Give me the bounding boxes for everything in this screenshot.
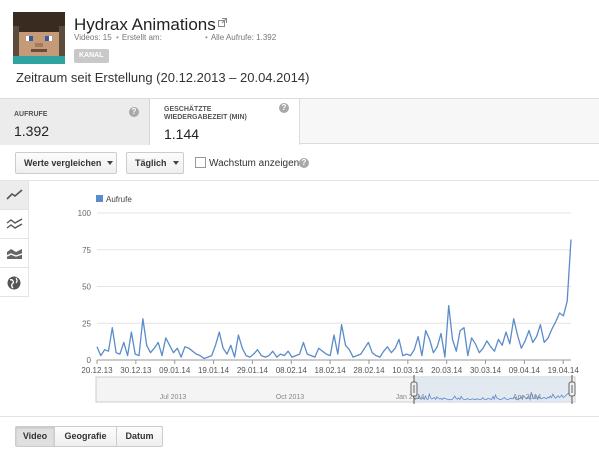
divider [0, 180, 599, 181]
date-range-title: Zeitraum seit Erstellung (20.12.2013 – 2… [16, 70, 310, 85]
help-icon[interactable]: ? [129, 107, 139, 117]
x-tick-label: 20.12.13 [81, 366, 113, 375]
x-tick-label: 09.04.14 [509, 366, 541, 375]
legend-label: Aufrufe [106, 195, 132, 204]
metric-value: 1.144 [164, 126, 200, 142]
created-label: Erstellt am: [121, 33, 162, 42]
navigator-line [413, 382, 573, 402]
channel-avatar[interactable] [13, 12, 65, 64]
line-chart-icon[interactable] [0, 181, 29, 210]
y-tick-label: 75 [82, 246, 91, 255]
chevron-down-icon [107, 161, 114, 165]
video-count: Videos: 15 [74, 33, 112, 42]
x-tick-label: 29.01.14 [237, 366, 269, 375]
tab-date[interactable]: Datum [117, 426, 163, 447]
navigator-label: Apr 2014 [513, 394, 542, 401]
total-views: • Alle Aufrufe: 1.392 [205, 33, 277, 42]
views-line-chart[interactable]: 0 25 50 75 100 Aufrufe 20.12.13 30.12.13 09.01.1… [0, 181, 599, 409]
channel-title[interactable]: Hydrax Animations [74, 12, 227, 35]
growth-checkbox[interactable] [195, 157, 206, 168]
compare-label: Werte vergleichen [24, 158, 102, 168]
x-tick-label: 28.02.14 [353, 366, 385, 375]
channel-name[interactable]: Hydrax Animations [74, 15, 216, 34]
metric-card-watch-time[interactable]: GESCHÄTZTE WIEDERGABEZEIT (MIN) 1.144 ? [150, 99, 300, 145]
x-tick-label: 09.01.14 [159, 366, 191, 375]
help-icon[interactable]: ? [299, 158, 309, 168]
total-views-label: Alle Aufrufe: 1.392 [210, 33, 277, 42]
metric-card-views[interactable]: AUFRUFE 1.392 ? [0, 99, 150, 145]
legend-swatch [96, 195, 103, 202]
navigator-label: Jan 2014 [396, 394, 425, 401]
external-link-icon[interactable] [217, 12, 227, 32]
channel-badge: KANAL [74, 49, 109, 63]
divider [0, 416, 599, 417]
growth-toggle[interactable]: Wachstum anzeigen [195, 157, 299, 169]
tab-geography[interactable]: Geografie [55, 426, 117, 447]
y-tick-label: 50 [82, 283, 91, 292]
tab-video[interactable]: Video [15, 426, 55, 447]
range-selection [414, 377, 572, 402]
metric-label-line1: GESCHÄTZTE [164, 106, 212, 113]
x-tick-label: 20.03.14 [431, 366, 463, 375]
metric-value: 1.392 [14, 123, 50, 139]
help-icon[interactable]: ? [279, 103, 289, 113]
compare-metrics-dropdown[interactable]: Werte vergleichen [15, 152, 117, 174]
x-tick-label: 19.01.14 [198, 366, 230, 375]
x-tick-label: 30.03.14 [470, 366, 502, 375]
map-chart-icon[interactable] [0, 268, 29, 297]
area-chart-icon[interactable] [0, 239, 29, 268]
y-tick-label: 100 [78, 209, 92, 218]
x-tick-label: 08.02.14 [276, 366, 308, 375]
x-tick-label: 18.02.14 [315, 366, 347, 375]
growth-label: Wachstum anzeigen [209, 158, 300, 169]
y-tick-label: 25 [82, 319, 91, 328]
chevron-down-icon [172, 161, 179, 165]
created-date: • Erstellt am: [116, 33, 162, 42]
metric-label-line2: WIEDERGABEZEIT (MIN) [164, 114, 247, 121]
metric-label: AUFRUFE [14, 111, 48, 118]
x-tick-label: 10.03.14 [392, 366, 424, 375]
y-tick-label: 0 [87, 356, 92, 365]
multi-line-chart-icon[interactable] [0, 210, 29, 239]
navigator-label: Jul 2013 [160, 394, 187, 401]
interval-label: Täglich [135, 158, 167, 168]
x-tick-label: 30.12.13 [120, 366, 152, 375]
x-tick-label: 19.04.14 [548, 366, 580, 375]
metric-label: GESCHÄTZTE WIEDERGABEZEIT (MIN) [164, 106, 247, 122]
series-line-aufrufe [96, 239, 572, 360]
metrics-bar: AUFRUFE 1.392 ? GESCHÄTZTE WIEDERGABEZEIT… [0, 98, 599, 145]
navigator-label: Oct 2013 [276, 394, 305, 401]
interval-dropdown[interactable]: Täglich [126, 152, 184, 174]
